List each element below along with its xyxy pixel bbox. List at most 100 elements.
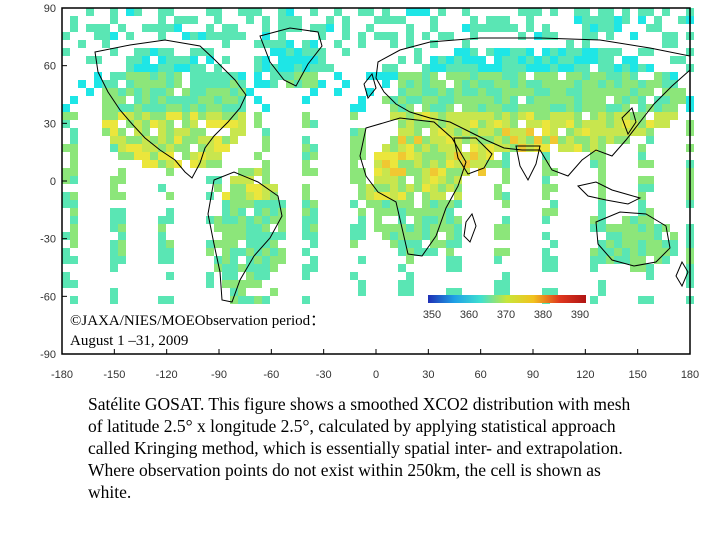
xco2-cell	[606, 56, 614, 64]
xco2-cell	[102, 128, 110, 136]
xco2-cell	[246, 272, 254, 280]
xco2-cell	[214, 152, 222, 160]
xco2-cell	[254, 64, 262, 72]
xco2-cell	[502, 176, 510, 184]
xco2-cell	[598, 96, 606, 104]
xco2-cell	[350, 160, 358, 168]
xco2-cell	[270, 208, 278, 216]
xco2-cell	[638, 152, 646, 160]
xco2-cell	[310, 240, 318, 248]
xco2-cell	[422, 192, 430, 200]
xco2-cell	[622, 16, 630, 24]
xco2-cell	[398, 264, 406, 272]
xco2-cell	[430, 240, 438, 248]
xco2-cell	[638, 232, 646, 240]
xco2-cell	[542, 184, 550, 192]
xco2-cell	[230, 32, 238, 40]
xco2-cell	[390, 200, 398, 208]
xco2-cell	[174, 96, 182, 104]
xco2-cell	[582, 72, 590, 80]
xco2-cell	[198, 128, 206, 136]
xco2-cell	[414, 152, 422, 160]
xco2-cell	[446, 216, 454, 224]
xco2-cell	[390, 176, 398, 184]
coastline-australia	[595, 211, 671, 267]
xco2-cell	[222, 240, 230, 248]
xco2-cell	[678, 56, 686, 64]
xco2-cell	[214, 224, 222, 232]
xco2-cell	[542, 136, 550, 144]
xco2-cell	[70, 232, 78, 240]
xco2-cell	[206, 136, 214, 144]
xco2-cell	[614, 232, 622, 240]
xco2-cell	[118, 256, 126, 264]
xco2-cell	[422, 88, 430, 96]
xco2-cell	[566, 56, 574, 64]
xco2-cell	[238, 280, 246, 288]
xco2-cell	[598, 72, 606, 80]
xco2-cell	[150, 112, 158, 120]
xco2-cell	[478, 24, 486, 32]
xco2-cell	[502, 96, 510, 104]
xco2-cell	[118, 176, 126, 184]
xco2-cell	[70, 216, 78, 224]
lon-tick-label: 0	[373, 369, 379, 381]
xco2-cell	[550, 240, 558, 248]
xco2-cell	[446, 248, 454, 256]
xco2-cell	[470, 144, 478, 152]
xco2-cell	[222, 232, 230, 240]
xco2-cell	[254, 296, 262, 304]
xco2-cell	[126, 64, 134, 72]
xco2-cell	[350, 168, 358, 176]
xco2-cell	[574, 56, 582, 64]
xco2-cell	[646, 296, 654, 304]
xco2-cell	[438, 64, 446, 72]
xco2-cell	[638, 216, 646, 224]
xco2-cell	[606, 16, 614, 24]
xco2-cell	[222, 40, 230, 48]
xco2-cell	[486, 160, 494, 168]
xco2-cell	[526, 88, 534, 96]
xco2-cell	[214, 112, 222, 120]
xco2-cell	[182, 16, 190, 24]
xco2-cell	[590, 248, 598, 256]
xco2-cell	[470, 128, 478, 136]
xco2-cell	[310, 64, 318, 72]
xco2-cell	[470, 48, 478, 56]
xco2-cell	[494, 288, 502, 296]
xco2-cell	[558, 80, 566, 88]
xco2-cell	[358, 40, 366, 48]
coastline-uk	[363, 72, 377, 100]
xco2-cell	[406, 200, 414, 208]
xco2-cell	[494, 232, 502, 240]
xco2-cell	[614, 136, 622, 144]
xco2-cell	[342, 16, 350, 24]
xco2-cell	[422, 8, 430, 16]
xco2-cell	[494, 224, 502, 232]
xco2-cell	[366, 200, 374, 208]
xco2-cell	[598, 200, 606, 208]
xco2-cell	[142, 120, 150, 128]
xco2-cell	[206, 24, 214, 32]
lat-tick-label: -60	[40, 291, 56, 303]
xco2-cell	[110, 48, 118, 56]
xco2-cell	[550, 208, 558, 216]
xco2-cell	[542, 88, 550, 96]
xco2-cell	[382, 72, 390, 80]
xco2-cell	[118, 248, 126, 256]
xco2-cell	[614, 96, 622, 104]
xco2-cell	[638, 200, 646, 208]
xco2-cell	[414, 176, 422, 184]
xco2-cell	[502, 280, 510, 288]
xco2-cell	[670, 96, 678, 104]
xco2-cell	[646, 24, 654, 32]
xco2-cell	[550, 112, 558, 120]
xco2-cell	[638, 256, 646, 264]
xco2-cell	[230, 72, 238, 80]
xco2-cell	[518, 104, 526, 112]
xco2-cell	[198, 160, 206, 168]
xco2-cell	[590, 136, 598, 144]
xco2-cell	[582, 16, 590, 24]
xco2-cell	[646, 64, 654, 72]
xco2-cell	[222, 96, 230, 104]
